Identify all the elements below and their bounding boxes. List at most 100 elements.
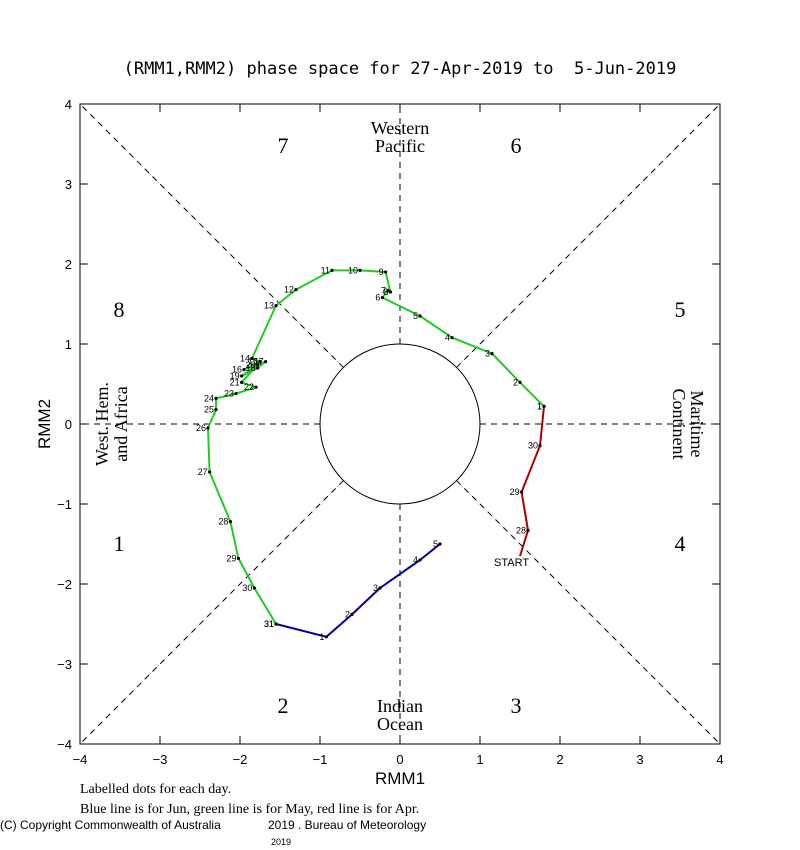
- copyright-year-inline: 2019: [268, 818, 295, 832]
- day-label: 6: [375, 293, 380, 303]
- day-dot: [418, 558, 422, 562]
- region-left-line1: West. Hem.: [92, 382, 112, 466]
- y-tick-label: −1: [57, 497, 72, 512]
- day-dot: [358, 268, 362, 272]
- note-daily-dots: Labelled dots for each day.: [80, 782, 231, 797]
- day-dot: [518, 380, 522, 384]
- region-left-line2: and Africa: [111, 386, 131, 461]
- region-bottom-line1: Indian: [377, 696, 423, 716]
- x-tick-label: −2: [233, 752, 248, 767]
- day-dot: [206, 426, 210, 430]
- day-dot: [380, 296, 384, 300]
- day-label: 1: [319, 632, 324, 642]
- start-label: START: [494, 557, 529, 569]
- day-dot: [450, 336, 454, 340]
- day-label: 1: [537, 401, 542, 411]
- day-label: 29: [226, 553, 236, 563]
- day-dot: [274, 304, 278, 308]
- guide-diagonal-sw: [79, 480, 344, 745]
- day-label: 30: [242, 583, 252, 593]
- day-dot: [256, 366, 260, 370]
- region-top-line2: Pacific: [375, 136, 425, 156]
- day-dot: [264, 360, 268, 364]
- day-label: 3: [373, 583, 378, 593]
- phase-label-8: 8: [114, 297, 125, 322]
- day-label: 8: [383, 287, 388, 297]
- day-label: 2: [345, 609, 350, 619]
- day-label: 31: [264, 619, 274, 629]
- day-dot: [240, 374, 244, 378]
- day-dot: [208, 470, 212, 474]
- day-dot: [538, 444, 542, 448]
- phase-label-7: 7: [278, 133, 289, 158]
- day-dot: [256, 363, 260, 367]
- day-dot: [330, 268, 334, 272]
- x-tick-label: 1: [476, 752, 483, 767]
- day-label: 5: [433, 539, 438, 549]
- day-dot: [258, 360, 262, 364]
- phase-label-6: 6: [511, 133, 522, 158]
- copyright-text: (C) Copyright Commonwealth of Australia: [0, 818, 221, 832]
- x-tick-label: −3: [153, 752, 168, 767]
- x-tick-label: 4: [716, 752, 723, 767]
- day-dot: [214, 408, 218, 412]
- day-label: 21: [230, 377, 240, 387]
- day-label: 23: [224, 389, 234, 399]
- phase-label-5: 5: [675, 297, 686, 322]
- y-tick-label: 2: [65, 257, 72, 272]
- day-label: 28: [218, 517, 228, 527]
- day-dot: [386, 288, 390, 292]
- day-dot: [542, 404, 546, 408]
- day-dot: [236, 556, 240, 561]
- phase-grid: [79, 103, 721, 745]
- day-label: 13: [264, 301, 274, 311]
- day-label: 12: [284, 285, 294, 295]
- day-dot: [526, 528, 530, 533]
- day-label: 18: [246, 363, 256, 373]
- series-line: [275, 543, 441, 638]
- day-label: 22: [244, 382, 254, 392]
- trajectory-layer: 2829301123456789101112131415161718192021…: [196, 265, 546, 642]
- copyright-year-below: 2019: [271, 837, 291, 847]
- series-0: 28 29 30 1: [510, 401, 546, 557]
- x-tick-label: −4: [73, 752, 88, 767]
- day-label: 2: [513, 377, 518, 387]
- region-top-line1: Western: [371, 118, 430, 138]
- day-dot: [384, 270, 388, 274]
- day-dot: [234, 392, 238, 396]
- x-tick-label: 0: [396, 752, 403, 767]
- day-dot: [350, 612, 354, 617]
- day-dot: [214, 396, 218, 400]
- day-label: 4: [445, 333, 450, 343]
- day-label: 9: [379, 267, 384, 277]
- day-dot: [520, 490, 524, 494]
- day-label: 11: [321, 265, 330, 275]
- y-axis-title: RMM2: [35, 399, 54, 449]
- y-tick-label: 0: [65, 417, 72, 432]
- day-label: 17: [254, 357, 264, 367]
- day-label: 4: [413, 555, 418, 565]
- day-dot: [418, 314, 422, 318]
- day-label: 1: [537, 401, 542, 411]
- y-tick-label: 1: [65, 337, 72, 352]
- day-dot: [250, 356, 254, 360]
- guide-diagonal-se: [456, 480, 721, 745]
- region-bottom-line2: Ocean: [377, 714, 423, 734]
- y-tick-label: 3: [65, 177, 72, 192]
- x-tick-label: 2: [556, 752, 563, 767]
- guide-diagonal-nw: [79, 103, 344, 368]
- day-dot: [254, 385, 258, 389]
- y-tick-label: −2: [57, 577, 72, 592]
- day-label: 16: [232, 365, 242, 375]
- y-tick-label: −3: [57, 657, 72, 672]
- y-tick-label: 4: [65, 97, 72, 112]
- day-label: 3: [485, 349, 490, 359]
- day-label: 7: [381, 285, 386, 295]
- day-label: 20: [246, 360, 256, 370]
- day-label: 27: [198, 467, 208, 477]
- series-line: [207, 269, 545, 625]
- region-right-line2: Continent: [669, 389, 689, 460]
- day-label: 28: [516, 525, 526, 535]
